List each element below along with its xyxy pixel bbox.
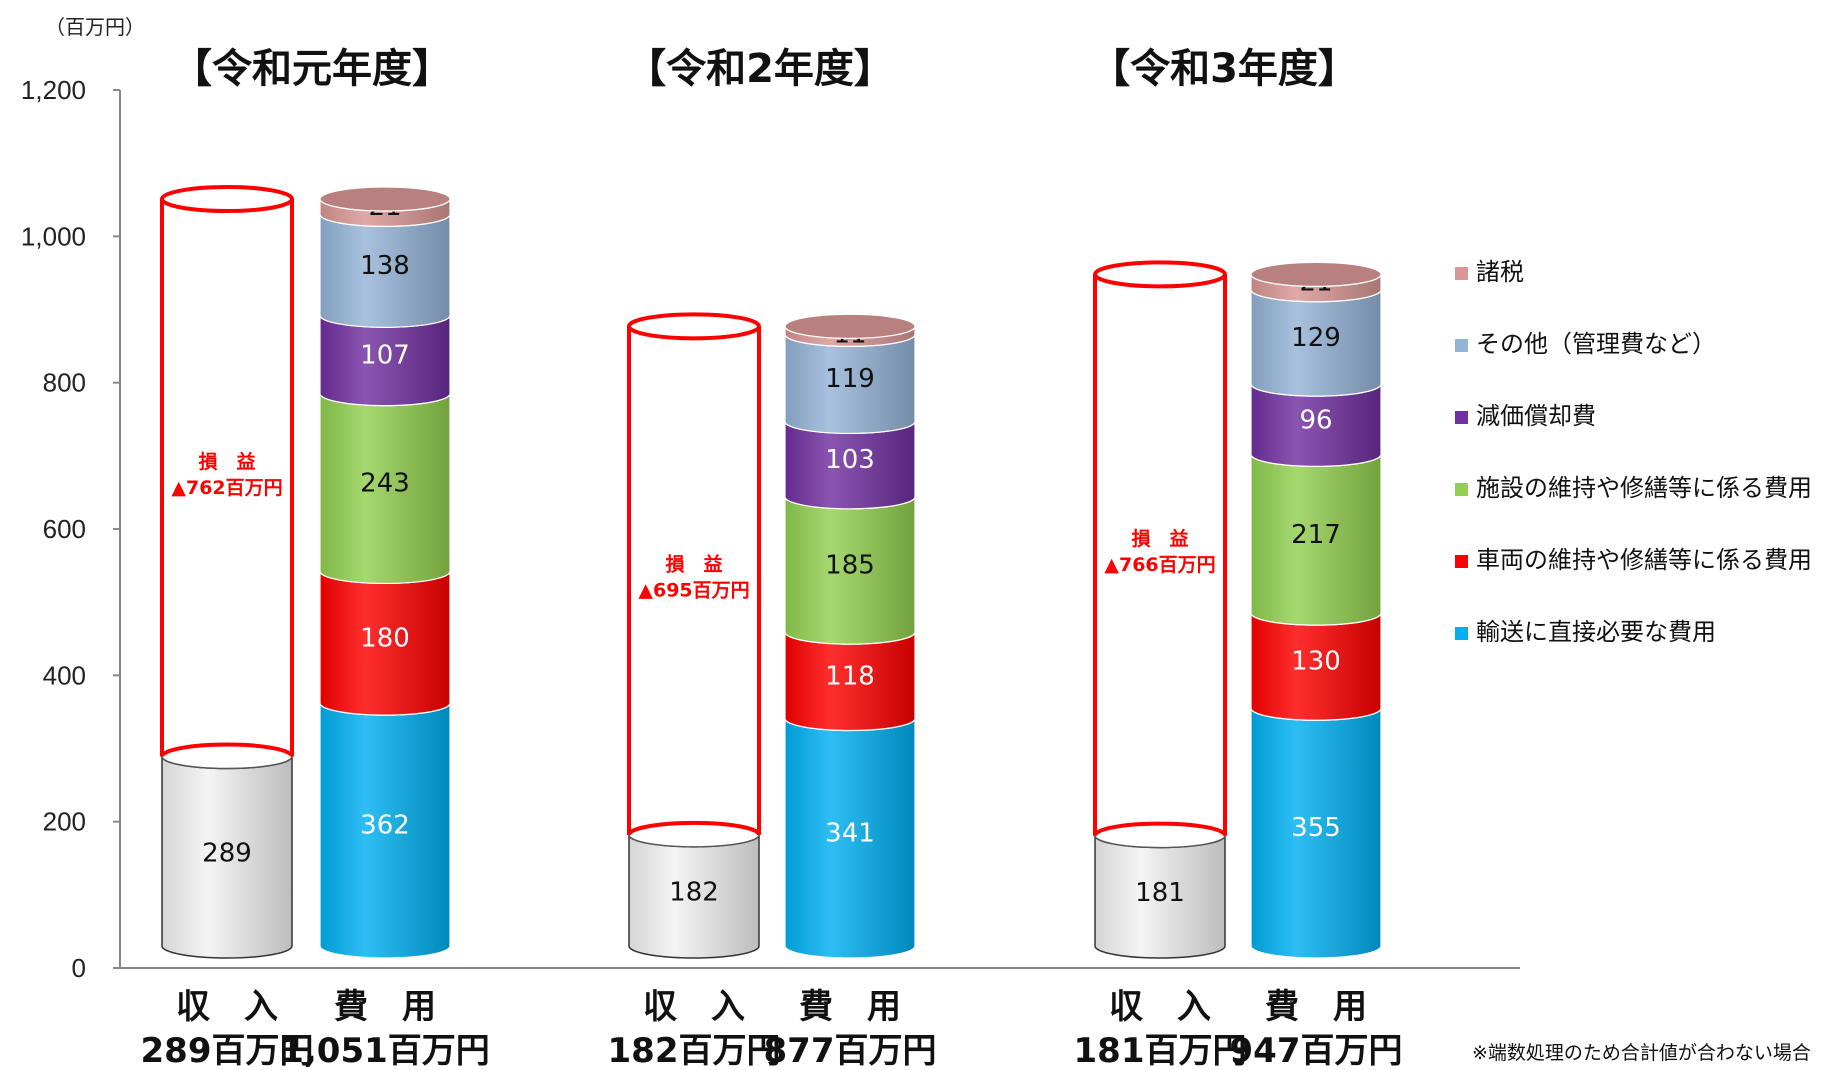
cost-total-label: 877百万円 [764,1031,937,1070]
legend-swatch-other [1455,339,1468,352]
revenue-total-label: 289百万円 [141,1031,314,1070]
y-tick-label: 200 [43,807,86,837]
cost-cylinder-top [784,313,916,339]
legend-label-facility: 施設の維持や修繕等に係る費用 [1476,474,1812,502]
cost-value-label: 185 [825,550,875,580]
cost-category-label: 費 用 [334,987,436,1027]
revenue-value-label: 182 [669,877,719,907]
y-tick-label: 800 [43,368,86,398]
year-title: 【令和2年度】 [626,46,894,92]
legend-label-other: その他（管理費など） [1476,330,1716,358]
cost-value-label: 355 [1291,813,1341,843]
loss-outline [1093,274,1227,836]
revenue-total-label: 182百万円 [608,1031,781,1070]
cost-value-label: 103 [825,445,875,475]
revenue-category-label: 収 入 [643,987,745,1027]
revenue-value-label: 289 [202,838,252,868]
revenue-total-label: 181百万円 [1074,1031,1247,1070]
y-axis: 0 200 400 600 800 1,000 1,200 [21,75,1520,983]
cost-cylinder-top [1250,261,1382,287]
legend-swatch-transport [1455,627,1468,640]
cost-value-label: 119 [825,364,875,394]
cost-value-label: 243 [360,469,410,499]
legend-label-vehicle: 車両の維持や修繕等に係る費用 [1476,546,1812,574]
loss-value: ▲695百万円 [638,580,749,602]
legend-swatch-tax [1455,267,1468,280]
cost-total-label: 947百万円 [1230,1031,1403,1070]
loss-title: 損 益 [665,553,722,576]
cost-cylinder-top [319,186,451,212]
legend-swatch-depreciation [1455,411,1468,424]
cost-value-label: 138 [360,251,410,281]
cost-total-label: 1,051百万円 [280,1031,490,1070]
loss-title: 損 益 [198,450,255,473]
revenue-value-label: 181 [1135,878,1185,908]
revenue-category-label: 収 入 [176,987,278,1027]
cost-category-label: 費 用 [1265,987,1367,1027]
legend-label-transport: 輸送に直接必要な費用 [1476,618,1716,646]
legend-label-depreciation: 減価償却費 [1476,402,1596,430]
y-tick-label: 1,000 [21,221,86,251]
loss-outline [160,199,294,757]
loss-outline-top [627,312,761,341]
loss-value: ▲766百万円 [1104,554,1215,576]
cost-value-label: 217 [1291,520,1341,550]
loss-outline-bottom [160,742,294,758]
cost-value-label: 180 [360,623,410,653]
legend-swatch-vehicle [1455,555,1468,568]
year-title: 【令和元年度】 [172,46,452,92]
loss-value: ▲762百万円 [171,477,282,499]
y-tick-label: 600 [43,514,86,544]
y-axis-unit-label: （百万円） [45,15,145,39]
cost-value-label: 341 [825,818,875,848]
cost-value-label: 107 [360,340,410,370]
loss-outline-top [160,185,294,214]
legend-label-tax: 諸税 [1476,258,1524,286]
revenue-category-label: 収 入 [1109,987,1211,1027]
loss-outline-top [1093,260,1227,289]
loss-outline-bottom [627,820,761,836]
loss-title: 損 益 [1131,527,1188,550]
cost-value-label: 362 [360,811,410,841]
loss-outline [627,326,761,835]
loss-outline-bottom [1093,821,1227,837]
footnote: ※端数処理のため合計値が合わない場合 [1472,1042,1811,1064]
year-title: 【令和3年度】 [1090,46,1358,92]
cost-category-label: 費 用 [799,987,901,1027]
y-tick-label: 1,200 [21,75,86,105]
cost-value-label: 130 [1291,647,1341,677]
cost-value-label: 96 [1299,405,1332,435]
y-tick-label: 0 [72,953,86,983]
cost-value-label: 129 [1291,323,1341,353]
cost-value-label: 118 [825,661,875,691]
legend-swatch-facility [1455,483,1468,496]
y-tick-label: 400 [43,660,86,690]
